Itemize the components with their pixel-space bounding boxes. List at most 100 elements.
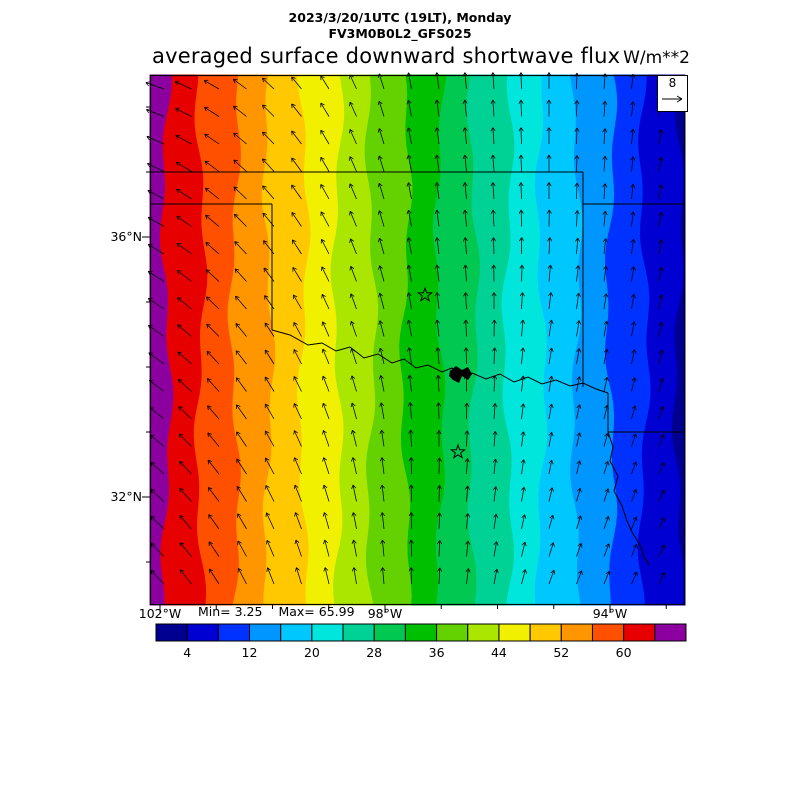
wind-vector-head xyxy=(382,567,386,572)
wind-vector xyxy=(175,108,192,117)
wind-vector-head xyxy=(660,517,665,521)
wind-vector-head xyxy=(378,375,382,380)
wind-vector-head xyxy=(321,321,323,327)
wind-vector xyxy=(178,433,192,447)
colorbar-cell xyxy=(467,623,500,642)
wind-vector-head xyxy=(630,211,634,216)
wind-vector xyxy=(204,133,220,145)
wind-vector-head xyxy=(262,185,267,188)
colorbar-cell xyxy=(654,623,687,642)
wind-vector-head xyxy=(293,484,296,490)
wind-vector xyxy=(352,484,357,502)
wind-vector-head xyxy=(519,292,523,297)
wind-vector xyxy=(493,514,497,530)
wind-vector xyxy=(493,237,495,255)
wind-vector-head xyxy=(635,489,638,494)
wind-vector-head xyxy=(349,238,351,243)
wind-vector-head xyxy=(291,130,296,133)
wind-vector-head xyxy=(633,266,636,271)
wind-vector-head xyxy=(492,209,496,214)
wind-vector-head xyxy=(406,155,409,160)
wind-vector xyxy=(207,432,220,447)
wind-vector-head xyxy=(410,457,414,462)
wind-vector-head xyxy=(349,101,354,105)
wind-vector xyxy=(603,211,606,227)
wind-vector-head xyxy=(630,156,634,161)
wind-vector-head xyxy=(293,457,295,462)
wind-vector-head xyxy=(294,512,296,517)
wind-vector-head xyxy=(491,319,495,324)
wind-vector xyxy=(631,101,634,117)
wind-vector xyxy=(658,489,665,502)
wind-vector xyxy=(408,320,412,337)
wind-vector-head xyxy=(378,293,381,298)
wind-vector xyxy=(658,157,662,172)
wind-vector-head xyxy=(661,322,664,327)
wind-vector xyxy=(631,321,635,337)
wind-vector xyxy=(382,539,385,557)
wind-vector-head xyxy=(262,212,268,215)
wind-vector xyxy=(658,544,665,557)
wind-vector-head xyxy=(407,347,410,352)
wind-vector-head xyxy=(236,431,241,435)
wind-vector xyxy=(410,429,412,447)
wind-vector-head xyxy=(322,402,327,407)
colorbar-cell xyxy=(311,623,344,642)
wind-vector-head xyxy=(381,512,386,517)
wind-vector-head xyxy=(262,104,267,107)
colorbar-tick-label: 44 xyxy=(491,645,507,660)
wind-vector xyxy=(236,431,247,447)
wind-vector-head xyxy=(520,319,524,324)
wind-vector-head xyxy=(266,539,271,544)
wind-vector xyxy=(408,237,412,255)
wind-vector-head xyxy=(262,131,264,137)
wind-vector xyxy=(262,77,275,90)
wind-vector-head xyxy=(602,155,606,160)
wind-vector-head xyxy=(463,347,467,352)
wind-vector-head xyxy=(179,515,184,518)
wind-vector-head xyxy=(636,516,638,522)
wind-vector xyxy=(408,155,412,172)
wind-vector-head xyxy=(176,243,179,248)
wind-vector-head xyxy=(352,429,356,434)
wind-vector-head xyxy=(236,377,241,380)
wind-vector-head xyxy=(236,458,241,462)
wind-vector-head xyxy=(434,292,438,297)
wind-vector-head xyxy=(606,377,609,382)
wind-vector-head xyxy=(604,376,608,381)
wind-vector xyxy=(176,188,192,200)
wind-vector-head xyxy=(232,79,236,84)
wind-vector-head xyxy=(179,488,184,490)
wind-vector-head xyxy=(295,512,299,516)
wind-vector-head xyxy=(602,128,606,133)
wind-vector xyxy=(291,130,302,145)
wind-vector xyxy=(378,128,385,145)
wind-vector xyxy=(179,515,192,530)
wind-vector-head xyxy=(466,430,470,435)
wind-vector-head xyxy=(207,378,212,381)
colorbar-tick-label: 60 xyxy=(616,645,632,660)
wind-vector-head xyxy=(205,187,210,189)
wind-reference-value: 8 xyxy=(668,76,677,90)
wind-vector-head xyxy=(177,324,180,329)
wind-vector-head xyxy=(204,187,208,193)
wind-vector xyxy=(292,267,302,282)
wind-vector-head xyxy=(291,103,296,106)
wind-vector xyxy=(234,213,247,227)
wind-vector-head xyxy=(436,402,439,407)
wind-vector-head xyxy=(408,347,412,352)
wind-vector-head xyxy=(238,568,243,571)
wind-vector-head xyxy=(323,430,327,434)
wind-vector-head xyxy=(578,292,581,298)
wind-vector xyxy=(520,182,522,200)
wind-vector-head xyxy=(291,130,293,136)
wind-vector xyxy=(466,485,469,502)
wind-vector-head xyxy=(496,568,499,574)
wind-vector xyxy=(658,517,665,530)
wind-vector-head xyxy=(550,569,555,574)
wind-vector-head xyxy=(209,568,214,572)
wind-vector-head xyxy=(266,512,271,516)
wind-vector xyxy=(150,516,165,530)
wind-vector xyxy=(237,513,247,530)
wind-vector-head xyxy=(179,515,181,520)
